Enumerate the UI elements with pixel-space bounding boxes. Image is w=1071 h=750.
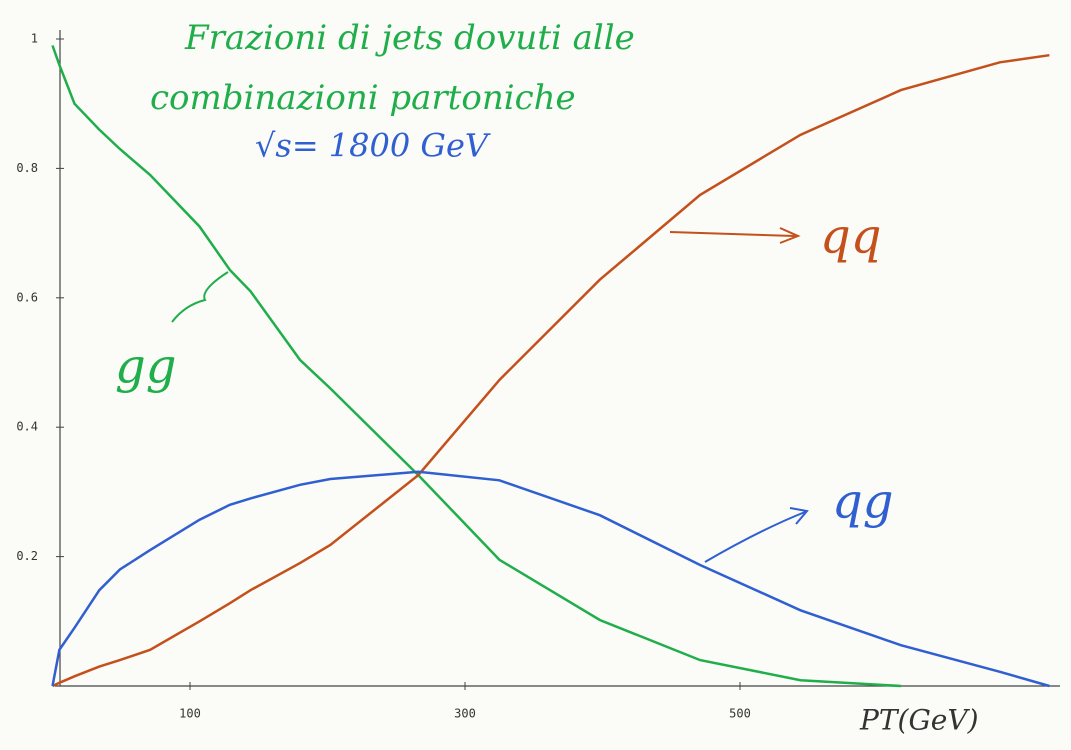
series-label: gg [115,339,176,395]
y-tick-label: 1 [31,32,38,46]
series-label: qg [832,474,893,530]
chart-title-line: combinazioni partoniche [150,78,576,118]
series-label: qq [820,209,881,265]
y-tick-label: 0.8 [16,161,38,175]
x-tick-label: 300 [454,707,476,721]
series-line [51,45,901,688]
y-tick-label: 0.4 [16,420,38,434]
label-arrow [669,227,801,244]
y-tick-label: 0.6 [16,290,38,304]
series-line [51,53,1050,688]
x-tick-label: 100 [179,707,201,721]
x-tick-label: 500 [729,707,751,721]
chart-subtitle: √s= 1800 GeV [255,127,491,165]
label-arrow [171,271,229,323]
x-axis-label: PT(GeV) [859,704,979,737]
y-tick-label: 0.2 [16,549,38,563]
label-arrow [704,507,809,563]
series-line [51,470,1050,688]
chart-title-line: Frazioni di jets dovuti alle [184,18,635,58]
